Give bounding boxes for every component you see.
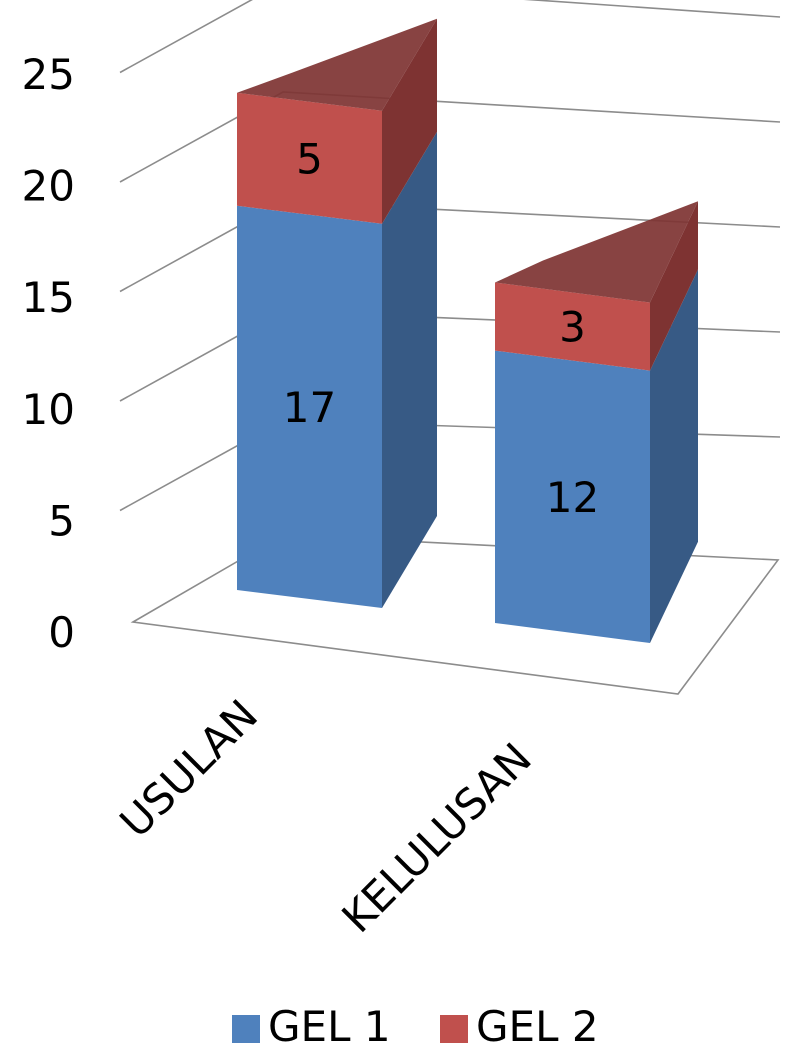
floor-plane (130, 534, 780, 695)
y-tick-label: 20 (22, 162, 75, 211)
legend: GEL 1 GEL 2 (232, 1002, 599, 1051)
legend-swatch (232, 1015, 260, 1043)
bar-segment-side (650, 269, 698, 643)
y-tick-label: 25 (22, 50, 75, 99)
gridline (119, 91, 781, 183)
data-label: 17 (283, 383, 336, 432)
bar-segment-top (495, 201, 698, 303)
y-axis-ticks: 0 5 10 15 20 25 (22, 50, 75, 657)
legend-swatch (440, 1015, 468, 1043)
bar-segment-side (382, 18, 437, 224)
legend-label: GEL 2 (476, 1002, 599, 1051)
bar-segment-side (650, 201, 698, 371)
y-tick-label: 5 (48, 496, 75, 545)
data-label: 12 (546, 473, 599, 522)
bar-segment-side (382, 131, 437, 609)
bars (237, 18, 698, 643)
bar-segment-front (495, 350, 650, 643)
y-tick-label: 15 (22, 273, 75, 322)
bar-segment-front (237, 205, 382, 609)
y-tick-label: 10 (22, 385, 75, 434)
data-labels: 17 5 12 3 (283, 134, 599, 522)
bar-segment-front (495, 282, 650, 371)
legend-label: GEL 1 (268, 1002, 391, 1051)
y-tick-label: 0 (48, 608, 75, 657)
gridline (119, 0, 781, 74)
category-label: KELULUSAN (332, 734, 540, 942)
category-label: USULAN (110, 690, 267, 847)
bar-segment-top (237, 18, 437, 111)
bar-segment-front (237, 92, 382, 224)
data-label: 3 (559, 303, 586, 352)
data-label: 5 (296, 134, 323, 183)
x-axis-categories: USULAN KELULUSAN (110, 690, 540, 942)
